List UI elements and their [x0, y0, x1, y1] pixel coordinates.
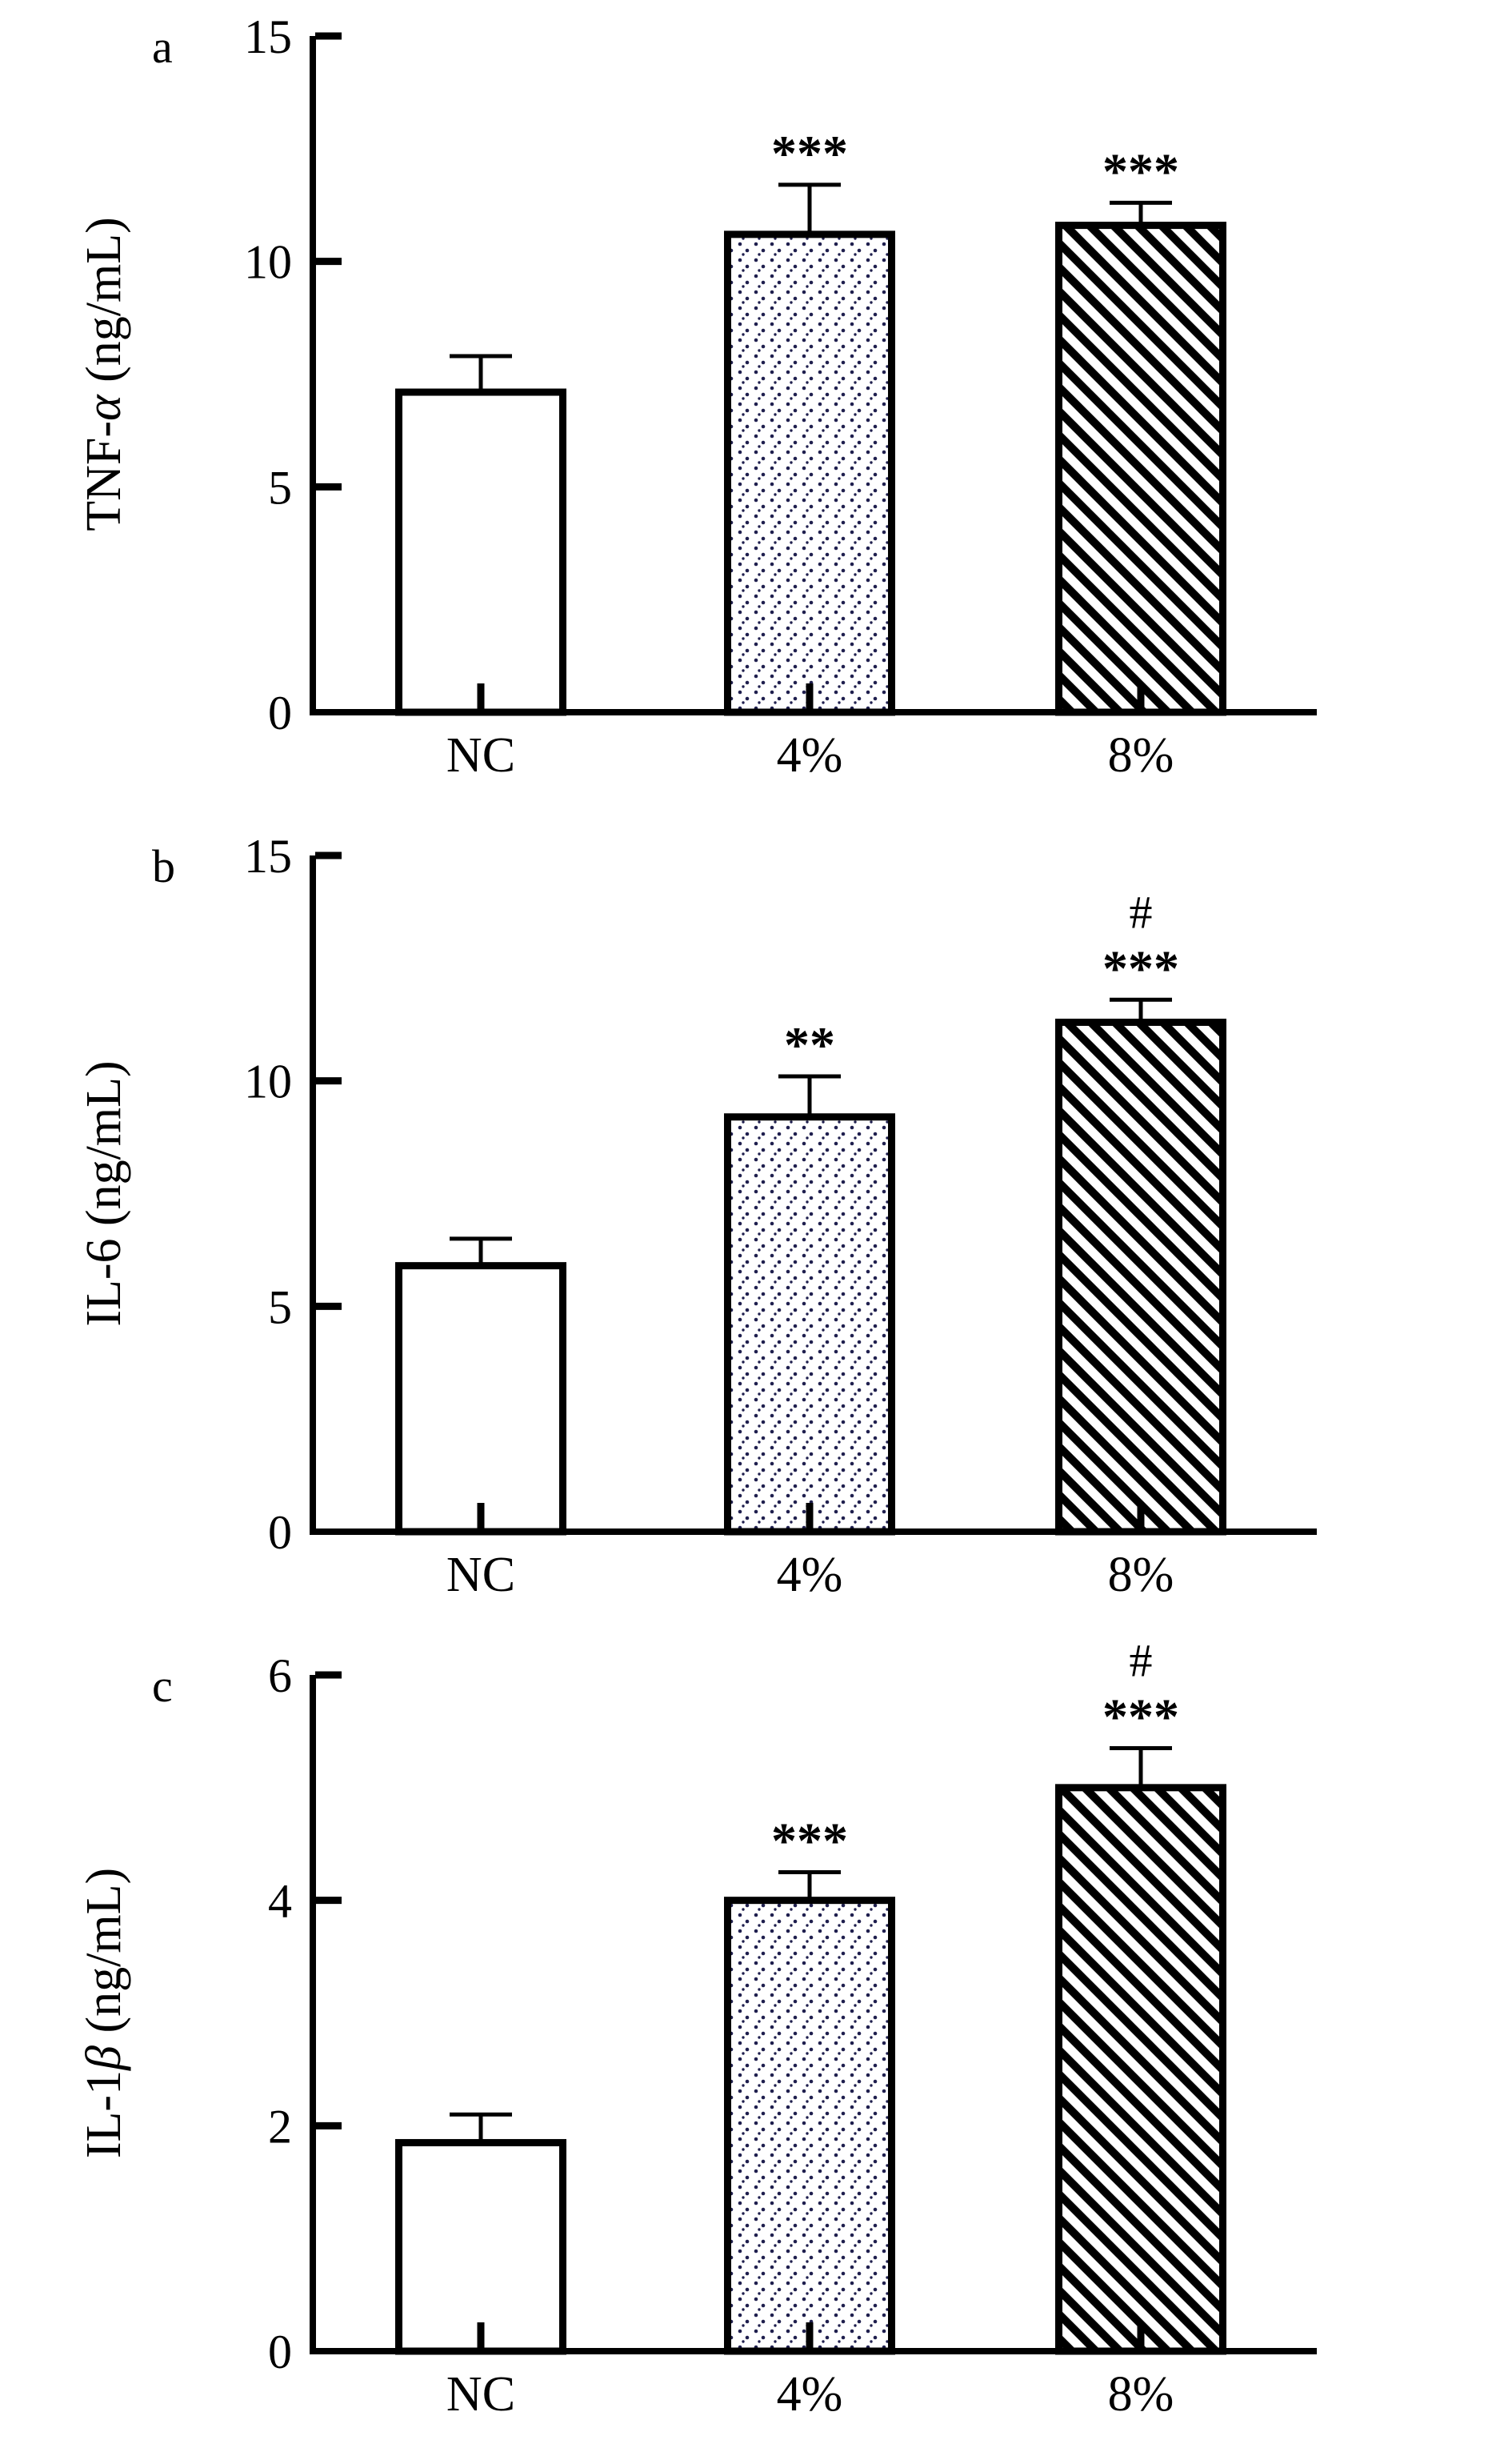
- bar-NC: [395, 1262, 566, 1536]
- y-tick-label: 4: [268, 1875, 292, 1928]
- x-category-label: 8%: [1108, 2367, 1174, 2422]
- bar-NC: [395, 2138, 566, 2355]
- y-tick-label: 2: [268, 2100, 292, 2153]
- bar-4%: [724, 1113, 895, 1536]
- x-category-label: NC: [446, 1548, 515, 1602]
- chart-panel-a: NC *** 4% *** 8% 0 5 10 15 TNF-α (ng/mL) a: [0, 0, 1512, 819]
- significance-label: #: [1130, 886, 1153, 938]
- axes: [310, 1675, 1317, 2354]
- significance-label: ***: [771, 125, 848, 182]
- axes: [310, 855, 1317, 1535]
- significance-label: ***: [1102, 142, 1179, 199]
- y-tick-label: 0: [268, 2326, 292, 2378]
- bar-8%: [1055, 1018, 1226, 1536]
- x-category-label: NC: [446, 728, 515, 783]
- panel-letter: a: [152, 21, 173, 73]
- y-tick-label: 0: [268, 1506, 292, 1559]
- x-category-label: 4%: [777, 1548, 843, 1602]
- x-category-label: 4%: [777, 2367, 843, 2422]
- y-axis-label: TNF-α (ng/mL): [77, 217, 131, 531]
- panel-letter: b: [152, 840, 175, 892]
- bar-chart-svg: NC *** 4% *** 8% 0 5 10 15 TNF-α (ng/mL) a: [77, 10, 1317, 783]
- panel-letter: c: [152, 1660, 173, 1712]
- significance-label: **: [784, 1016, 835, 1073]
- y-tick-label: 10: [244, 236, 292, 289]
- significance-label: ***: [771, 1812, 848, 1869]
- y-axis-label: IL-6 (ng/mL): [77, 1060, 131, 1326]
- bar-NC: [395, 388, 566, 716]
- x-category-label: 4%: [777, 728, 843, 783]
- bar-chart-svg: NC ** 4% ***#8% 0 5 10 15 IL-6 (ng/mL) b: [77, 830, 1317, 1602]
- significance-label: #: [1130, 1639, 1153, 1687]
- x-category-label: 8%: [1108, 728, 1174, 783]
- chart-panel-b: NC ** 4% *** #8% 0 5 10 15 IL-6 (ng/mL) b: [0, 819, 1512, 1639]
- bar-8%: [1055, 1784, 1226, 2355]
- x-category-label: NC: [446, 2367, 515, 2422]
- y-tick-label: 6: [268, 1649, 292, 1702]
- x-category-label: 8%: [1108, 1548, 1174, 1602]
- y-tick-label: 15: [244, 830, 292, 883]
- y-axis-label: IL-1β (ng/mL): [77, 1868, 131, 2158]
- bar-4%: [724, 230, 895, 716]
- y-tick-label: 10: [244, 1056, 292, 1108]
- bar-4%: [724, 1897, 895, 2355]
- significance-label: ***: [1102, 940, 1179, 996]
- axes: [310, 36, 1317, 715]
- bar-8%: [1055, 222, 1226, 716]
- significance-label: ***: [1102, 1689, 1179, 1745]
- y-tick-label: 5: [268, 1280, 292, 1333]
- y-tick-label: 0: [268, 687, 292, 739]
- y-tick-label: 5: [268, 461, 292, 514]
- chart-panel-c: NC *** 4% *** #8% 0 2 4 6 IL-1β (ng/mL) c: [0, 1639, 1512, 2458]
- y-tick-label: 15: [244, 10, 292, 63]
